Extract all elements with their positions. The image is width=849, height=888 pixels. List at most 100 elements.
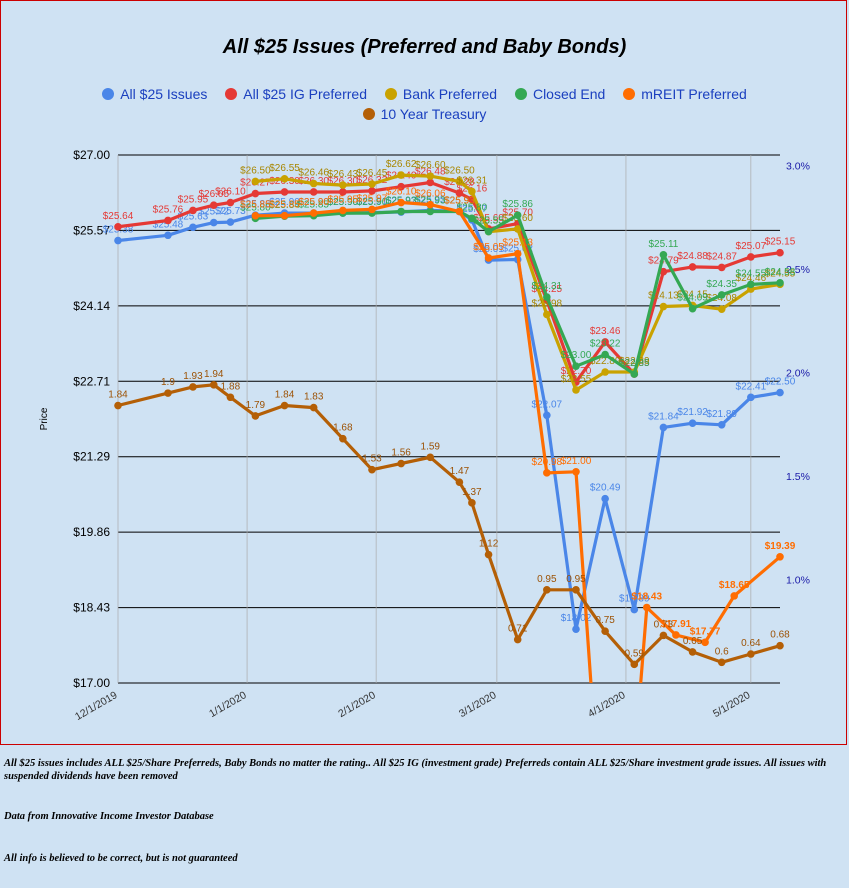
data-label-3: $23.00 [561, 350, 592, 361]
legend-dot-icon [514, 88, 527, 100]
data-label-0: $18.02 [561, 613, 592, 624]
data-label-2: $22.89 [590, 356, 621, 367]
data-label-3: $24.55 [736, 268, 767, 279]
data-point-1 [209, 201, 218, 209]
data-point-2 [717, 305, 726, 313]
data-point-5 [468, 499, 476, 507]
data-label-3: $25.90 [357, 197, 388, 208]
data-label-5: 0.68 [770, 630, 790, 641]
data-point-4 [280, 211, 289, 220]
data-point-0 [747, 393, 755, 402]
data-point-2 [659, 302, 668, 311]
legend-label: All $25 Issues [120, 86, 208, 102]
data-label-0: $25.90 [328, 197, 359, 208]
data-point-4 [368, 205, 376, 214]
data-point-0 [209, 218, 218, 227]
legend-item-ig-preferred[interactable]: All $25 IG Preferred [225, 86, 367, 102]
chart-title: All $25 Issues (Preferred and Baby Bonds… [222, 36, 627, 58]
data-point-3 [776, 278, 784, 287]
data-point-5 [543, 586, 551, 594]
data-point-4 [309, 209, 318, 217]
y-tick-label: $18.43 [73, 601, 110, 615]
data-label-2: $26.43 [328, 169, 359, 180]
data-point-3 [630, 370, 639, 378]
y2-tick-label: 1.5% [786, 471, 810, 483]
footnote-coverage: All $25 issues includes ALL $25/Share Pr… [4, 758, 827, 782]
data-label-4: $25.95 [328, 194, 359, 205]
data-label-1: $23.46 [590, 326, 621, 337]
series-line-3 [255, 209, 781, 376]
data-point-2 [513, 225, 522, 233]
data-label-5: 1.37 [462, 487, 482, 498]
data-point-2 [543, 310, 551, 319]
data-label-4: $25.05 [473, 242, 504, 253]
y-axis-label: Price [39, 407, 50, 430]
data-point-5 [659, 631, 668, 640]
legend-dot-icon [362, 108, 375, 120]
data-label-0: $25.90 [269, 197, 300, 208]
data-point-5 [776, 641, 784, 650]
data-point-3 [543, 293, 551, 301]
legend-dot-icon [102, 88, 115, 100]
data-label-4: $25.13 [502, 238, 533, 249]
data-label-0: $21.92 [677, 407, 708, 418]
data-label-3: $25.80 [240, 202, 271, 213]
data-point-4 [455, 207, 464, 216]
data-label-5: 1.83 [304, 392, 324, 403]
data-label-4: $25.90 [298, 197, 329, 208]
x-tick-label: 5/1/2020 [711, 689, 753, 720]
data-label-5: 1.56 [391, 448, 411, 459]
data-point-1 [397, 182, 405, 191]
data-point-2 [251, 177, 260, 186]
series-line-2 [255, 173, 781, 392]
data-point-1 [426, 178, 435, 187]
data-label-3: $24.58 [765, 267, 796, 278]
data-point-4 [701, 638, 709, 647]
data-point-3 [688, 304, 697, 313]
data-point-0 [659, 423, 668, 432]
legend-label: Closed End [532, 86, 606, 102]
data-point-2 [572, 386, 580, 394]
y2-tick-label: 3.0% [786, 160, 810, 172]
data-point-5 [630, 660, 639, 669]
data-point-3 [747, 280, 755, 289]
data-point-3 [484, 227, 493, 236]
data-label-2: $26.62 [386, 159, 417, 170]
data-point-5 [688, 648, 697, 656]
legend-item-all-issues[interactable]: All $25 Issues [102, 86, 207, 102]
data-point-3 [426, 207, 435, 216]
data-point-4 [543, 469, 551, 477]
legend-item-treasury[interactable]: 10 Year Treasury [362, 106, 486, 122]
data-point-4 [730, 592, 739, 600]
data-point-5 [513, 635, 522, 644]
data-point-2 [309, 179, 318, 188]
data-label-2: $22.89 [619, 356, 650, 367]
data-label-3: $25.55 [473, 216, 504, 227]
data-label-5: 0.64 [741, 638, 761, 649]
data-point-0 [688, 419, 697, 428]
data-point-5 [189, 383, 197, 391]
data-label-4: $21.00 [561, 456, 592, 467]
data-point-0 [189, 223, 197, 232]
data-point-5 [572, 586, 580, 594]
data-label-5: 1.94 [204, 369, 224, 380]
data-label-1: $24.25 [532, 284, 563, 295]
legend-item-closed-end[interactable]: Closed End [514, 86, 606, 102]
legend-item-bank-preferred[interactable]: Bank Preferred [384, 86, 497, 102]
data-label-4: $20.98 [532, 457, 563, 468]
data-label-1: $24.88 [677, 251, 708, 262]
data-label-3: $23.22 [590, 339, 621, 350]
data-point-2 [601, 368, 609, 376]
legend-label: All $25 IG Preferred [243, 86, 367, 102]
data-label-1: $25.07 [736, 241, 767, 252]
data-label-1: $25.64 [103, 211, 134, 222]
data-point-3 [659, 250, 668, 259]
data-point-5 [747, 650, 755, 658]
data-label-0: $25.48 [153, 219, 184, 230]
y-tick-label: $19.86 [73, 525, 110, 539]
data-point-2 [426, 172, 435, 180]
data-point-5 [164, 389, 172, 397]
data-point-0 [601, 494, 609, 503]
legend-item-mreit-preferred[interactable]: mREIT Preferred [623, 86, 747, 102]
footnote-disclaimer: All info is believed to be correct, but … [4, 853, 238, 864]
